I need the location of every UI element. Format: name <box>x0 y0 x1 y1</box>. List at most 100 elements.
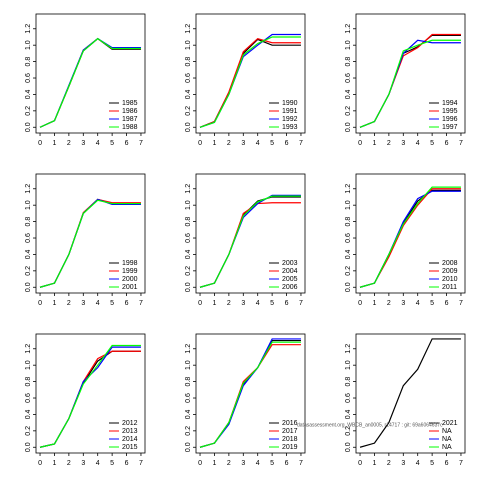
x-tick-label: 5 <box>270 300 274 307</box>
x-tick-label: 1 <box>213 140 217 147</box>
y-tick-label: 0.6 <box>25 73 32 83</box>
legend-label: 2003 <box>282 260 298 267</box>
legend-label: 1997 <box>442 124 458 131</box>
y-tick-label: 0.0 <box>25 122 32 132</box>
legend-label: 2000 <box>122 276 138 283</box>
y-tick-label: 0.6 <box>185 393 192 403</box>
y-tick-label: 1.2 <box>345 24 352 34</box>
legend-label: 1985 <box>122 100 138 107</box>
x-tick-label: 1 <box>213 300 217 307</box>
plot-box <box>35 333 146 454</box>
y-tick-label: 0.2 <box>345 426 352 436</box>
legend-label: 2018 <box>282 436 298 443</box>
y-tick-label: 0.4 <box>25 409 32 419</box>
y-tick-label: 0.6 <box>185 73 192 83</box>
y-tick-label: 1.0 <box>345 40 352 50</box>
x-tick-label: 4 <box>256 460 260 467</box>
plot-box <box>355 13 466 134</box>
legend-label: 2005 <box>282 276 298 283</box>
series-line <box>39 199 141 288</box>
x-tick-label: 6 <box>125 460 129 467</box>
y-tick-label: 0.0 <box>345 122 352 132</box>
y-tick-label: 0.4 <box>25 249 32 259</box>
series-line <box>359 338 461 448</box>
legend-label: 2013 <box>122 428 138 435</box>
legend-label: 1992 <box>282 116 298 123</box>
y-tick-label: 1.0 <box>185 360 192 370</box>
legend-label: 1987 <box>122 116 138 123</box>
legend-label: NA <box>442 428 452 435</box>
x-tick-label: 6 <box>285 140 289 147</box>
y-tick-label: 0.0 <box>25 442 32 452</box>
x-tick-label: 7 <box>139 460 143 467</box>
y-tick-label: 0.6 <box>345 73 352 83</box>
x-tick-label: 5 <box>430 460 434 467</box>
y-tick-label: 1.0 <box>25 360 32 370</box>
legend-label: 2015 <box>122 444 138 451</box>
legend-label: 1998 <box>122 260 138 267</box>
y-tick-label: 0.4 <box>25 89 32 99</box>
x-tick-label: 1 <box>373 140 377 147</box>
x-tick-label: 7 <box>459 300 463 307</box>
y-tick-label: 0.2 <box>185 106 192 116</box>
x-tick-label: 6 <box>125 140 129 147</box>
y-tick-label: 0.6 <box>345 233 352 243</box>
x-tick-label: 2 <box>227 300 231 307</box>
y-tick-label: 0.6 <box>345 393 352 403</box>
y-tick-label: 1.2 <box>345 344 352 354</box>
y-tick-label: 0.0 <box>185 282 192 292</box>
annotation: datasassessment.org_WBCB_an0005, r14717 … <box>297 422 443 428</box>
x-tick-label: 0 <box>358 460 362 467</box>
legend-label: 2019 <box>282 444 298 451</box>
legend-label: 2010 <box>442 276 458 283</box>
x-tick-label: 2 <box>387 140 391 147</box>
y-tick-label: 0.8 <box>345 57 352 67</box>
x-tick-label: 7 <box>299 300 303 307</box>
y-tick-label: 0.8 <box>25 217 32 227</box>
x-tick-label: 5 <box>430 140 434 147</box>
x-tick-label: 4 <box>96 460 100 467</box>
y-tick-label: 1.2 <box>185 344 192 354</box>
series-line <box>359 186 461 288</box>
y-tick-label: 0.0 <box>345 282 352 292</box>
x-tick-label: 3 <box>81 460 85 467</box>
plot-box <box>35 13 146 134</box>
y-tick-label: 1.2 <box>25 184 32 194</box>
x-tick-label: 4 <box>256 140 260 147</box>
legend-label: 2001 <box>122 284 138 291</box>
plot-box <box>35 173 146 294</box>
y-tick-label: 1.0 <box>25 40 32 50</box>
legend-label: 1999 <box>122 268 138 275</box>
x-tick-label: 0 <box>198 460 202 467</box>
legend-label: 2011 <box>442 284 457 291</box>
x-tick-label: 4 <box>96 140 100 147</box>
legend-label: 2004 <box>282 268 298 275</box>
x-tick-label: 3 <box>401 460 405 467</box>
x-tick-label: 7 <box>139 140 143 147</box>
legend-label: 2021 <box>442 420 458 427</box>
x-tick-label: 3 <box>81 300 85 307</box>
y-tick-label: 0.0 <box>25 282 32 292</box>
x-tick-label: 3 <box>81 140 85 147</box>
plot-box <box>355 173 466 294</box>
y-tick-label: 0.6 <box>25 233 32 243</box>
y-tick-label: 0.8 <box>25 57 32 67</box>
legend-label: 2012 <box>122 420 138 427</box>
y-tick-label: 1.2 <box>25 24 32 34</box>
x-tick-label: 4 <box>96 300 100 307</box>
x-tick-label: 0 <box>358 300 362 307</box>
x-tick-label: 0 <box>198 300 202 307</box>
plot-box <box>195 173 306 294</box>
y-tick-label: 0.4 <box>185 89 192 99</box>
y-tick-label: 0.4 <box>345 249 352 259</box>
series-line <box>39 37 141 128</box>
legend-label: 1991 <box>282 108 298 115</box>
legend-label: 2006 <box>282 284 298 291</box>
x-tick-label: 5 <box>270 460 274 467</box>
y-tick-label: 0.2 <box>345 106 352 116</box>
plot-box <box>195 333 306 454</box>
plot-box <box>195 13 306 134</box>
series-line <box>359 39 461 128</box>
x-tick-label: 5 <box>110 460 114 467</box>
